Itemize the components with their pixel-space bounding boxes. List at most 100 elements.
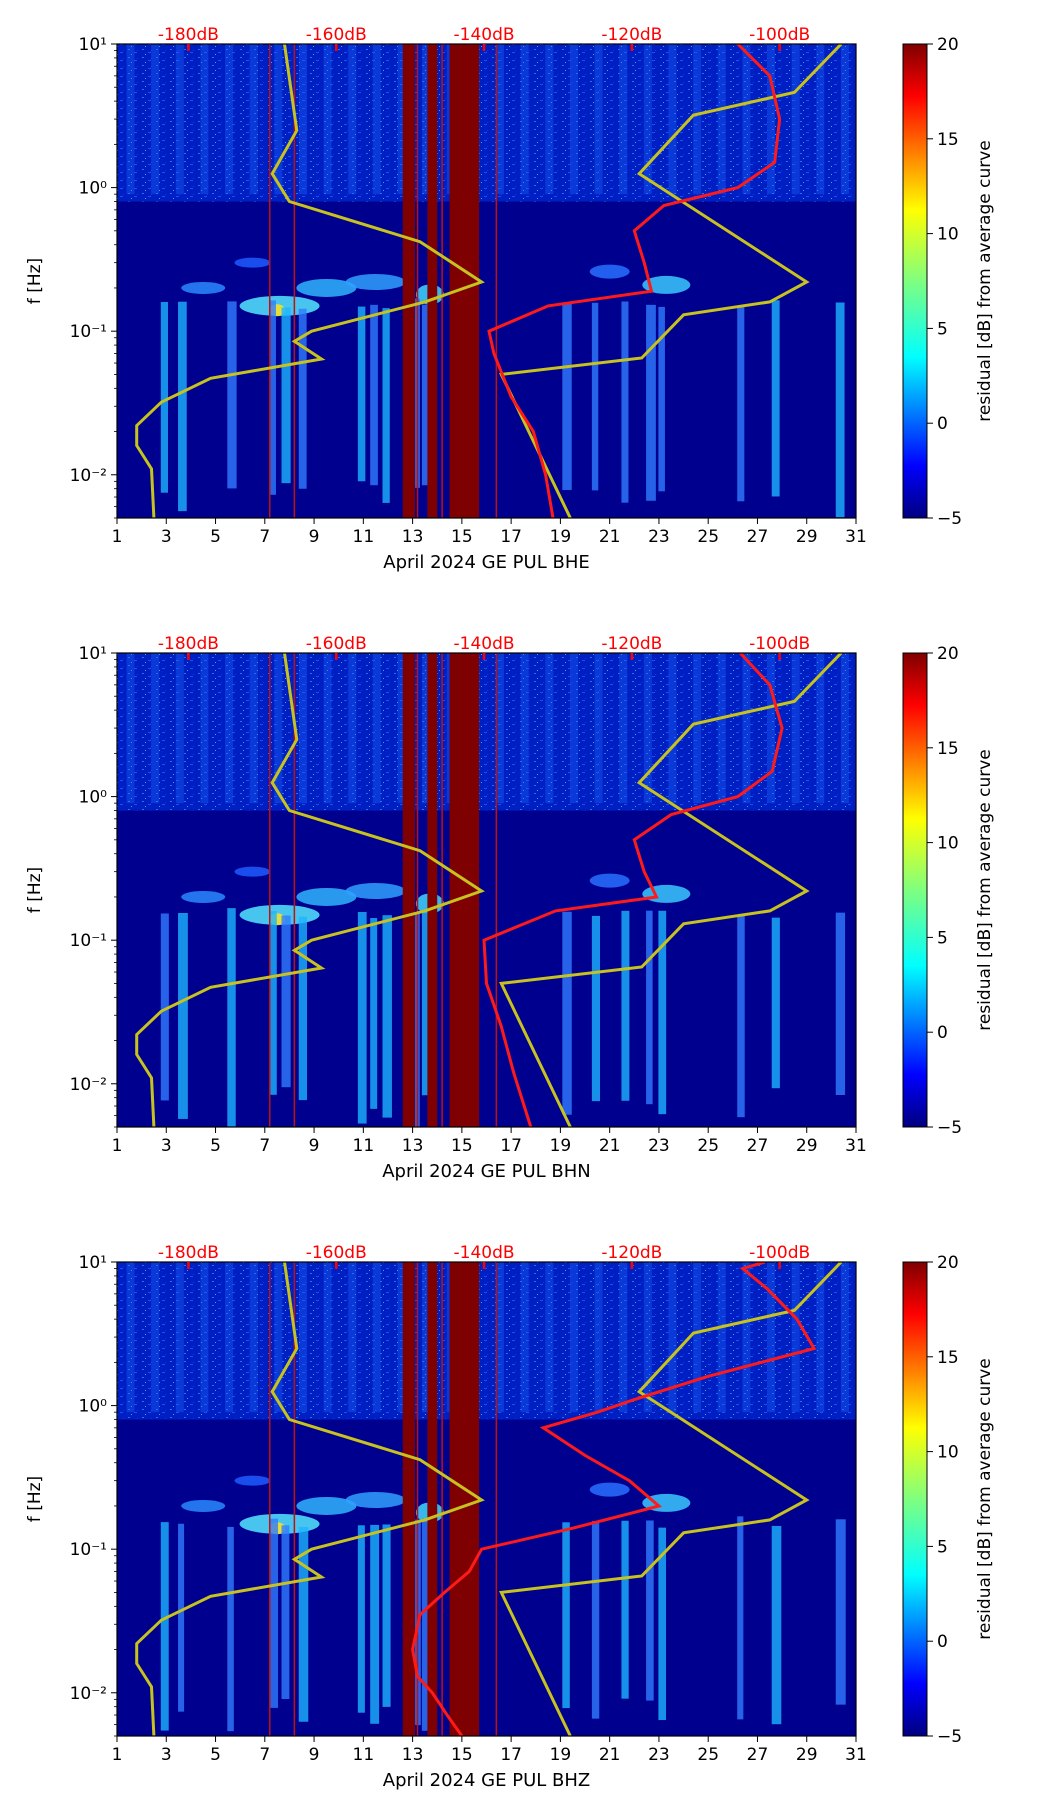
day-stripe [496,44,505,195]
day-stripe [545,44,554,195]
median-psd-curve [411,1262,817,1736]
db-scale-label: -140dB [454,25,515,45]
event-streak [621,1520,629,1699]
noise-model-high [499,1262,843,1736]
x-tick-label: 25 [697,1136,719,1156]
event-streak [357,1525,365,1713]
event-streak [227,1526,234,1732]
event-streak [591,302,599,491]
x-tick-label: 15 [451,1745,473,1765]
x-tick-label: 11 [353,1136,375,1156]
day-stripe [767,44,776,195]
x-tick-label: 31 [845,1136,867,1156]
colorbar-tick-label: −5 [937,1118,962,1138]
event-streak [737,1516,744,1720]
event-streak [658,910,667,1115]
x-tick-label: 9 [309,1745,320,1765]
event-streak [281,1525,290,1700]
event-streak [835,302,845,518]
x-tick-label: 23 [648,1745,670,1765]
day-stripe [175,44,184,195]
day-stripe [225,653,234,804]
db-scale-label: -160dB [306,1243,367,1263]
microseism-blob [296,278,357,297]
colorbar-tick-label: 5 [937,319,948,339]
data-gap [449,1262,480,1736]
day-stripe [323,1262,332,1413]
day-stripe [791,44,800,195]
day-stripe [742,44,751,195]
day-stripe [619,44,628,195]
data-gap [427,44,438,518]
x-tick-label: 9 [309,527,320,547]
y-tick-label: 10⁻¹ [70,1540,107,1560]
day-stripe [274,653,283,804]
day-stripe [348,1262,357,1413]
x-tick-label: 31 [845,527,867,547]
x-tick-label: 11 [353,527,375,547]
x-tick-label: 5 [210,1745,221,1765]
event-streak [178,301,187,512]
y-tick-label: 10¹ [79,644,107,664]
day-stripe [298,653,307,804]
event-streak [281,307,291,484]
spectrogram [117,1262,856,1736]
y-tick-label: 10¹ [79,1253,107,1273]
day-stripe [225,1262,234,1413]
y-axis-label: f [Hz] [25,1476,45,1522]
event-streak [227,908,236,1127]
event-streak [658,1527,667,1721]
spectrogram [117,44,856,518]
day-stripe [717,653,726,804]
event-streak [412,913,420,1127]
day-stripe [643,1262,652,1413]
day-stripe [496,1262,505,1413]
day-stripe [816,44,825,195]
x-tick-label: 17 [500,1136,522,1156]
y-axis-label: f [Hz] [25,867,45,913]
db-scale-label: -160dB [306,25,367,45]
event-streak [160,1522,169,1731]
x-tick-label: 5 [210,527,221,547]
db-scale-label: -160dB [306,634,367,654]
day-stripe [126,1262,135,1413]
event-streak [382,308,390,503]
y-tick-label: 10¹ [79,35,107,55]
hf-noise-band [117,653,856,811]
x-tick-label: 13 [402,1136,424,1156]
colorbar-tick-label: 5 [937,928,948,948]
day-stripe [175,653,184,804]
day-stripe [643,653,652,804]
colorbar-tick-label: 10 [937,1443,959,1463]
event-streak [646,1520,654,1701]
event-streak [621,910,630,1101]
microseism-blob [589,873,630,888]
x-tick-label: 9 [309,1136,320,1156]
day-stripe [717,44,726,195]
day-stripe [545,1262,554,1413]
x-tick-label: 21 [599,1745,621,1765]
event-streak [160,302,169,493]
microseism-blob [589,264,630,279]
db-scale-label: -180dB [158,1243,219,1263]
day-stripe [200,1262,209,1413]
x-tick-label: 27 [747,527,769,547]
day-stripe [298,1262,307,1413]
day-stripe [126,653,135,804]
noise-model-low [135,1262,485,1736]
y-tick-label: 10⁰ [79,788,108,808]
day-stripe [422,653,431,804]
day-stripe [348,653,357,804]
x-tick-label: 27 [747,1136,769,1156]
x-axis-label: April 2024 GE PUL BHE [383,552,589,573]
colorbar-tick-label: 20 [937,644,959,664]
chart-panel-1: 1 3 5 7 9 11 13 15 17 19 21 23 25 27 29 3110⁻²10⁻¹10⁰10… [25,25,995,573]
colorbar [902,43,928,519]
x-axis-label: April 2024 GE PUL BHN [382,1161,591,1182]
db-scale-label: -120dB [601,634,662,654]
db-scale-label: -100dB [749,1243,810,1263]
x-tick-label: 19 [550,527,572,547]
event-streak [178,1523,185,1712]
event-streak [421,910,432,1096]
